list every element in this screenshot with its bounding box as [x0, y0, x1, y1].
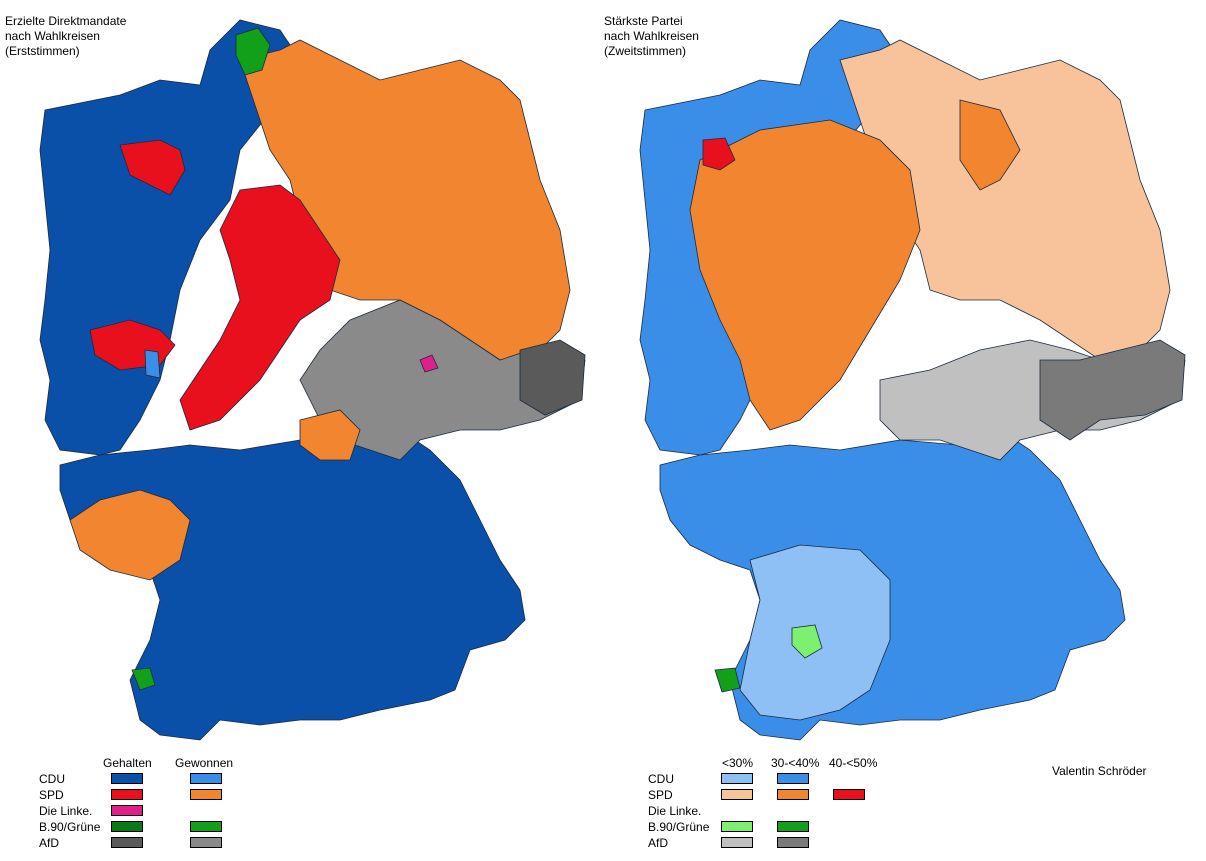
right-legend-header-lt30: <30% [722, 756, 754, 770]
right-swatch-afd-lt30 [721, 837, 753, 848]
left-swatch-gruene-won [190, 821, 222, 832]
left-legend-afd: AfD [39, 836, 60, 850]
left-map-title: Erzielte Direktmandate nach Wahlkreisen … [5, 14, 127, 58]
right-swatch-spd-40-50 [833, 789, 865, 800]
right-legend-header-30-40: 30-<40% [771, 756, 820, 770]
map-spd-won-center [299, 409, 361, 461]
right-map-title: Stärkste Partei nach Wahlkreisen (Zweits… [604, 14, 699, 58]
right-swatch-cdu-30-40 [777, 773, 809, 784]
right-swatch-spd-30-40 [777, 789, 809, 800]
rmap-spd-30-40-east [959, 99, 1021, 191]
left-legend-header-held: Gehalten [103, 756, 152, 770]
map-east-afd-held [519, 339, 586, 416]
right-legend-header-40-50: 40-<50% [829, 756, 878, 770]
left-swatch-gruene-held [111, 821, 143, 832]
left-legend-linke: Die Linke. [39, 804, 93, 818]
map-east-afd [299, 299, 586, 461]
author-credit: Valentin Schröder [1052, 764, 1147, 778]
left-legend-gruene: B.90/Grüne [39, 820, 101, 834]
right-swatch-gruene-30-40 [777, 821, 809, 832]
left-swatch-spd-won [190, 789, 222, 800]
map-cdu-won [144, 349, 161, 379]
rmap-spd-40-50 [702, 137, 736, 171]
right-legend-linke: Die Linke. [648, 804, 702, 818]
rmap-spd-30-40 [689, 119, 921, 431]
left-swatch-linke-held [111, 805, 143, 816]
rmap-green-lt30 [791, 624, 823, 659]
rmap-base-south [659, 429, 1126, 741]
rmap-green-30-40 [714, 667, 741, 693]
right-legend-spd: SPD [648, 788, 673, 802]
left-swatch-spd-held [111, 789, 143, 800]
map-green-north [235, 27, 271, 76]
right-legend-cdu: CDU [648, 772, 674, 786]
left-legend-header-won: Gewonnen [175, 756, 234, 770]
map-base-south [59, 429, 526, 741]
rmap-afd-30-40 [1039, 339, 1186, 441]
map-green-south [131, 667, 156, 691]
map-spd-center [179, 184, 341, 431]
right-legend-gruene: B.90/Grüne [648, 820, 710, 834]
left-swatch-afd-won [190, 837, 222, 848]
left-map [39, 19, 586, 741]
left-legend-spd: SPD [39, 788, 64, 802]
left-swatch-cdu-held [111, 773, 143, 784]
map-linke [419, 354, 439, 373]
map-spd-north [119, 139, 186, 196]
left-legend-cdu: CDU [39, 772, 65, 786]
right-map [639, 19, 1186, 741]
right-legend-afd: AfD [648, 836, 669, 850]
left-swatch-cdu-won [190, 773, 222, 784]
right-swatch-cdu-lt30 [721, 773, 753, 784]
right-swatch-gruene-lt30 [721, 821, 753, 832]
map-spd-won-southwest [69, 489, 191, 581]
left-swatch-afd-held [111, 837, 143, 848]
right-swatch-afd-30-40 [777, 837, 809, 848]
right-swatch-spd-lt30 [721, 789, 753, 800]
